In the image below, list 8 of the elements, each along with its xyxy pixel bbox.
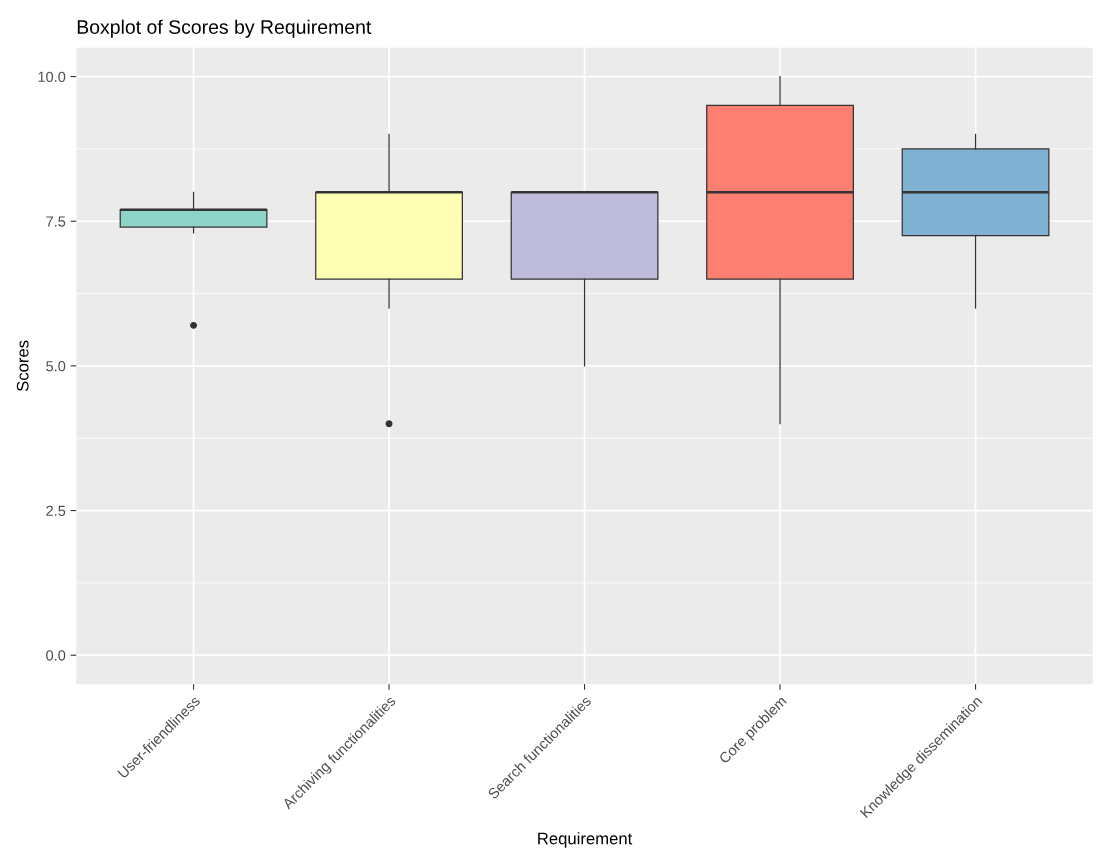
y-tick-label: 7.5 (46, 216, 66, 227)
chart-title: Boxplot of Scores by Requirement (77, 19, 372, 38)
y-tick-label: 2.5 (46, 505, 66, 516)
x-axis-title: Requirement (538, 832, 633, 848)
y-tick-label: 0.0 (46, 650, 66, 661)
y-axis-title: Scores (16, 340, 29, 392)
y-tick-label: 5.0 (46, 360, 66, 372)
y-tick-label: 10.0 (38, 71, 66, 82)
